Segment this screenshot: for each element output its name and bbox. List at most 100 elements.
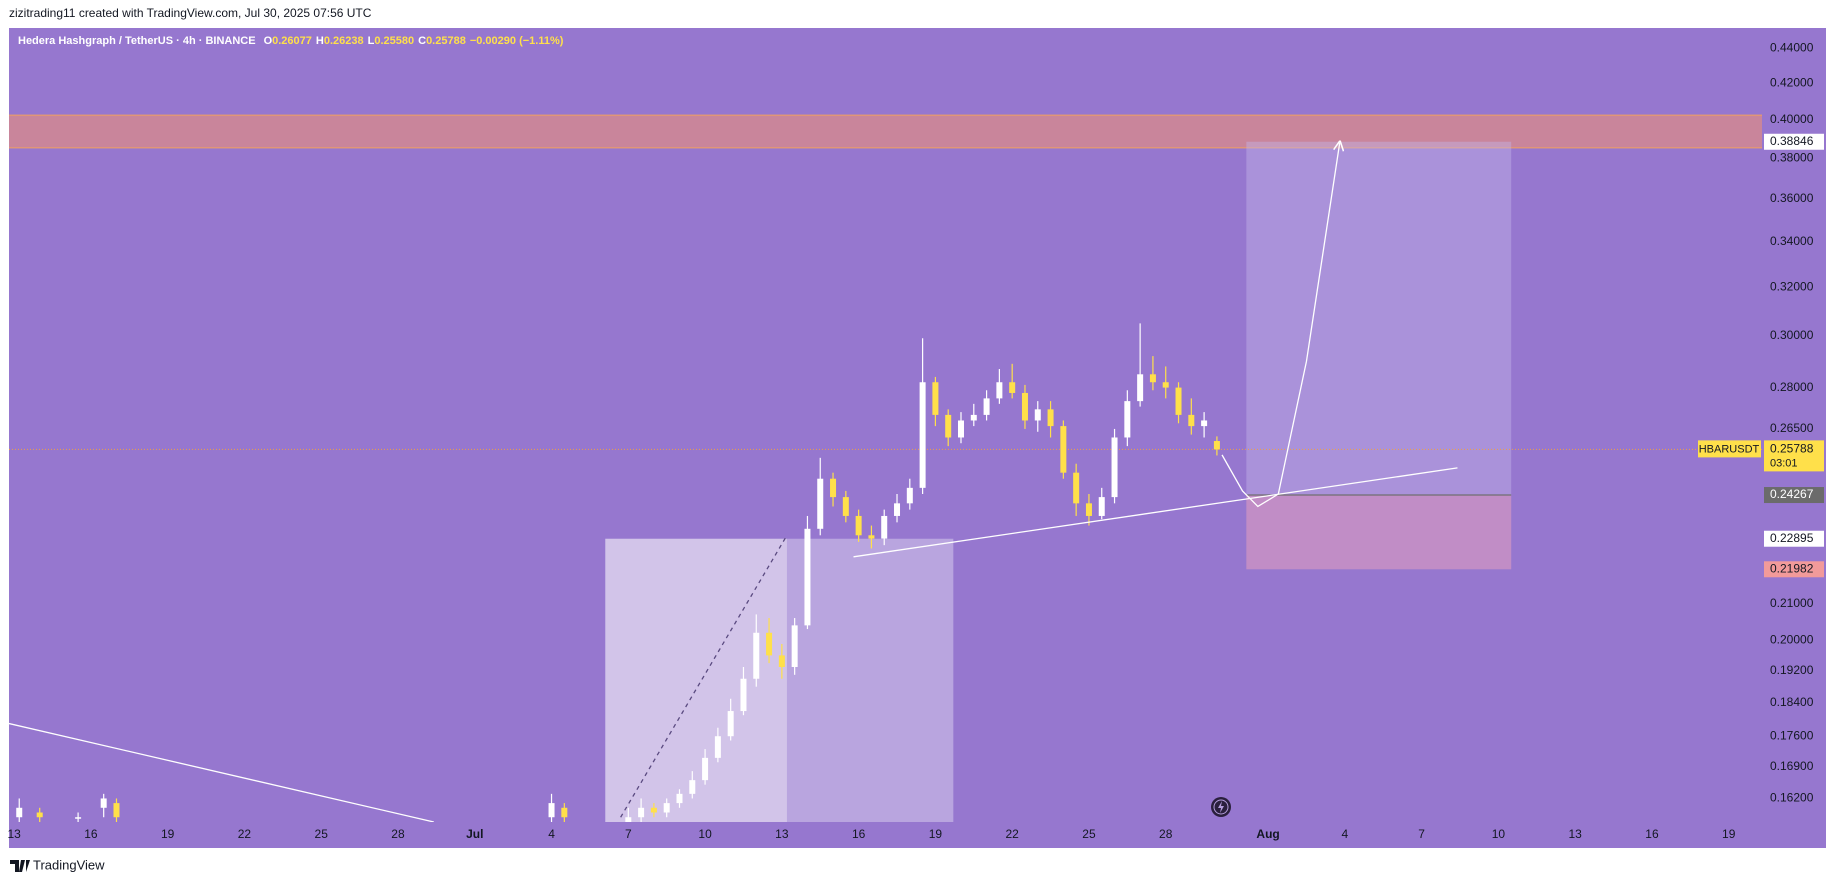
y-tick-label: 0.34000 (1770, 234, 1814, 248)
y-tick-label: 0.38000 (1770, 150, 1814, 164)
ohlc-value: 0.25788 (426, 35, 466, 47)
candle-body (855, 515, 862, 536)
candle-body (868, 535, 875, 539)
range-box-right (786, 538, 954, 822)
candle-body (1111, 437, 1118, 498)
x-tick-label: 4 (548, 827, 555, 841)
candle-body (638, 807, 645, 818)
candle-body (766, 632, 773, 656)
x-tick-label: 13 (1569, 827, 1583, 841)
x-tick-label: 25 (315, 827, 329, 841)
candle-body (650, 807, 657, 813)
price-label: 0.22895 (1770, 531, 1814, 545)
candle-body (791, 625, 798, 667)
candle-body (1009, 382, 1016, 393)
footer-logo: TradingView (10, 857, 105, 872)
x-tick-label: 7 (1418, 827, 1425, 841)
y-tick-label: 0.19200 (1770, 663, 1814, 677)
trendline (853, 467, 1458, 558)
candle-body (714, 736, 721, 758)
x-tick-label: 28 (391, 827, 405, 841)
trendline (9, 722, 434, 822)
x-tick-label: 22 (1005, 827, 1019, 841)
price-label: 0.24267 (1770, 487, 1814, 501)
candle-body (932, 382, 939, 415)
candle-body (702, 757, 709, 781)
x-tick-label: 19 (929, 827, 943, 841)
countdown: 03:01 (1770, 457, 1798, 469)
y-tick-label: 0.42000 (1770, 75, 1814, 89)
x-tick-label: 19 (1722, 827, 1736, 841)
x-tick-label: 16 (84, 827, 98, 841)
price-label-box (1764, 530, 1824, 547)
candle-body (906, 487, 913, 504)
y-tick-label: 0.28000 (1770, 380, 1814, 394)
x-tick-label: 10 (698, 827, 712, 841)
y-tick-label: 0.16900 (1770, 759, 1814, 773)
candle-body (996, 382, 1003, 399)
y-tick-label: 0.17600 (1770, 728, 1814, 742)
y-tick-label: 0.20000 (1770, 632, 1814, 646)
candle-body (1201, 420, 1208, 427)
y-tick-label: 0.36000 (1770, 191, 1814, 205)
candle-body (1085, 503, 1092, 516)
candle-body (113, 803, 120, 818)
candle-body (753, 632, 760, 679)
y-tick-label: 0.18400 (1770, 695, 1814, 709)
candle-body (740, 678, 747, 712)
candle-body (727, 711, 734, 737)
position-target (1246, 141, 1512, 496)
candle-body (957, 420, 964, 438)
ohlc-key: C (418, 35, 426, 47)
position-stop (1246, 495, 1512, 570)
candle-body (830, 478, 837, 498)
x-tick-label: 25 (1082, 827, 1096, 841)
symbol-tag: HBARUSDT (1699, 443, 1760, 455)
y-tick-label: 0.21000 (1770, 596, 1814, 610)
candle-body (16, 807, 23, 818)
ohlc-key: O (264, 35, 273, 47)
price-label: 0.38846 (1770, 134, 1814, 148)
candle-body (817, 478, 824, 529)
candle-body (676, 793, 683, 804)
symbol-tag-box (1698, 440, 1761, 458)
candle-body (1175, 387, 1182, 415)
candle-body (100, 798, 107, 808)
trendline (620, 534, 788, 818)
ohlc-value: −0.00290 (−1.11%) (470, 35, 564, 47)
candle-body (778, 655, 785, 667)
x-tick-label: 28 (1159, 827, 1173, 841)
y-tick-label: 0.40000 (1770, 112, 1814, 126)
candle-body (663, 803, 670, 813)
candle-body (548, 803, 555, 818)
y-tick-label: 0.44000 (1770, 40, 1814, 54)
x-tick-label: 7 (625, 827, 632, 841)
ohlc-value: 0.26238 (324, 35, 364, 47)
y-tick-label: 0.26500 (1770, 421, 1814, 435)
candle-body (804, 528, 811, 626)
price-label-box (1764, 561, 1824, 578)
resistance-zone (9, 115, 1762, 148)
x-tick-label: 22 (238, 827, 252, 841)
y-tick-label: 0.32000 (1770, 279, 1814, 293)
candle-body (1034, 409, 1041, 421)
alert-icon[interactable] (1211, 797, 1231, 817)
last-price-label: 0.25788 (1770, 442, 1814, 456)
credit: zizitrading11 created with TradingView.c… (9, 6, 372, 20)
candle-body (1047, 409, 1054, 427)
ohlc-key: L (368, 35, 375, 47)
candle-body (945, 414, 952, 438)
x-tick-label: 16 (852, 827, 866, 841)
footer-text: TradingView (33, 857, 105, 872)
candle-body (983, 398, 990, 415)
candle-body (1124, 401, 1131, 438)
candle-body (919, 382, 926, 488)
x-tick-label: Jul (466, 827, 483, 841)
price-label: 0.21982 (1770, 561, 1814, 575)
candle-body (75, 817, 82, 819)
candle-body (561, 807, 568, 818)
ohlc-key: H (316, 35, 324, 47)
candle-body (894, 503, 901, 516)
candle-body (1060, 426, 1067, 473)
candle-body (1149, 374, 1156, 383)
